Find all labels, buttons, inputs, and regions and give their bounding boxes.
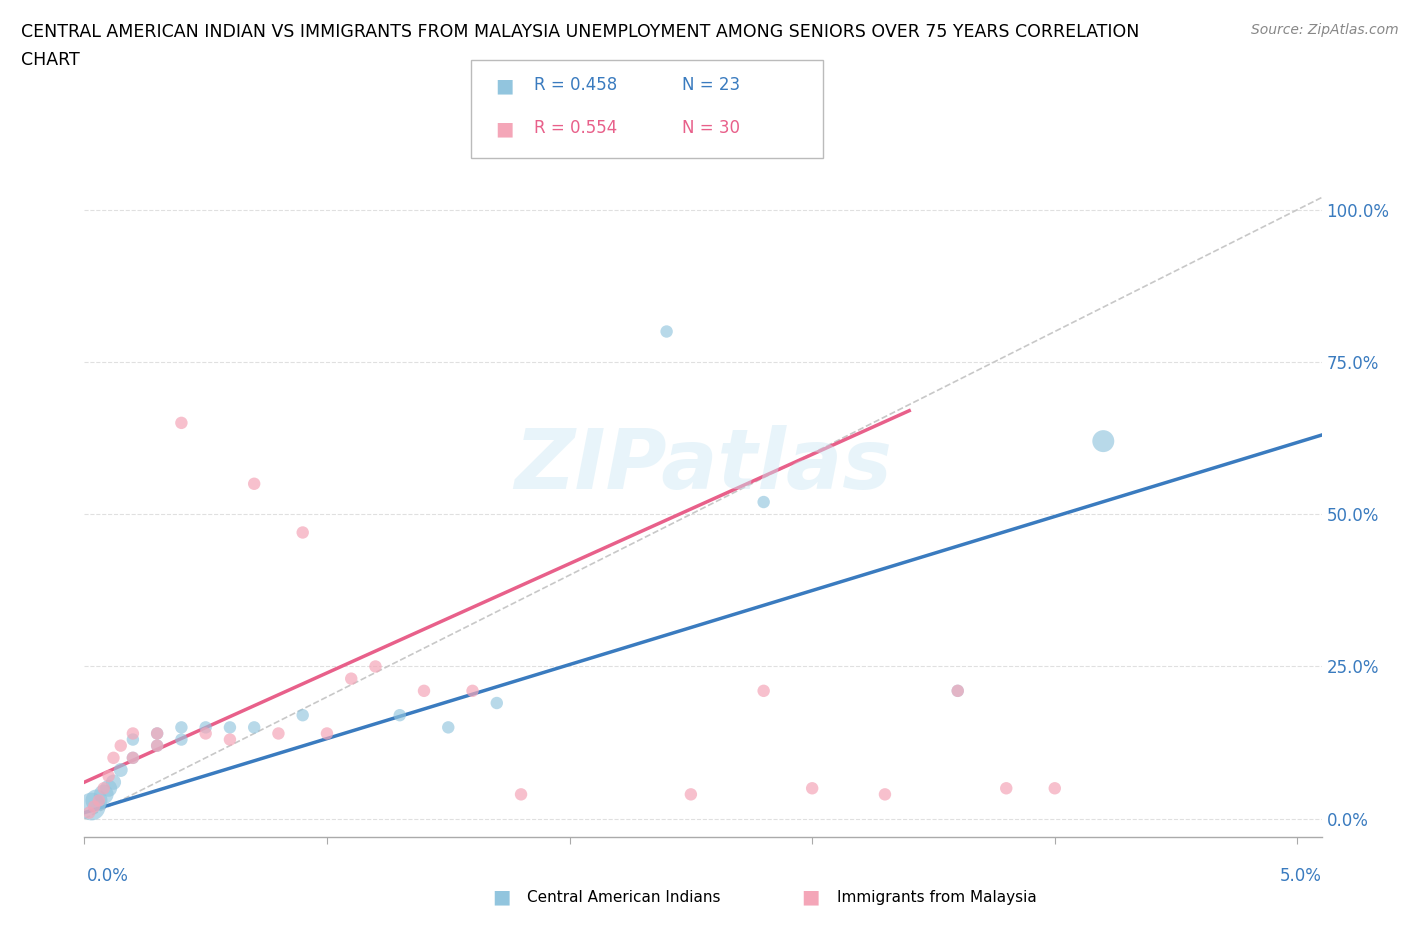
Text: Central American Indians: Central American Indians (527, 890, 721, 905)
Point (110, 763, 132, 777)
Text: R = 0.458: R = 0.458 (534, 76, 617, 94)
Text: CHART: CHART (21, 51, 80, 69)
Point (97, 781, 120, 796)
Point (655, 324, 678, 339)
Point (93, 781, 115, 796)
Point (146, 738, 169, 753)
Point (170, 732, 193, 747)
Point (110, 738, 132, 753)
Point (510, 787, 533, 802)
Point (170, 416, 193, 431)
Point (87, 793, 110, 808)
Text: ■: ■ (495, 119, 513, 138)
Text: Immigrants from Malaysia: Immigrants from Malaysia (837, 890, 1036, 905)
Point (1043, 781, 1066, 796)
Text: 0.0%: 0.0% (87, 867, 129, 884)
Point (437, 720, 460, 735)
Point (679, 787, 702, 802)
Point (243, 476, 266, 491)
Point (219, 732, 242, 747)
Point (86, 793, 108, 808)
Point (93, 787, 115, 802)
Point (340, 671, 363, 686)
Point (80, 799, 103, 814)
Point (170, 720, 193, 735)
Point (122, 751, 145, 765)
Point (461, 684, 484, 698)
Point (752, 684, 775, 698)
Point (243, 720, 266, 735)
Point (291, 525, 314, 540)
Text: ZIPatlas: ZIPatlas (515, 424, 891, 506)
Point (946, 684, 969, 698)
Point (146, 726, 169, 741)
Point (995, 781, 1018, 796)
Point (388, 708, 411, 723)
Text: Source: ZipAtlas.com: Source: ZipAtlas.com (1251, 23, 1399, 37)
Point (146, 738, 169, 753)
Text: N = 23: N = 23 (682, 76, 740, 94)
Point (122, 726, 145, 741)
Point (1092, 433, 1115, 448)
Point (291, 708, 314, 723)
Text: CENTRAL AMERICAN INDIAN VS IMMIGRANTS FROM MALAYSIA UNEMPLOYMENT AMONG SENIORS O: CENTRAL AMERICAN INDIAN VS IMMIGRANTS FR… (21, 23, 1139, 41)
Point (103, 775, 125, 790)
Point (122, 732, 145, 747)
Point (77, 805, 100, 820)
Point (267, 726, 290, 741)
Point (873, 787, 896, 802)
Text: 5.0%: 5.0% (1279, 867, 1322, 884)
Point (219, 720, 242, 735)
Text: ■: ■ (492, 888, 510, 907)
Point (122, 751, 145, 765)
Point (194, 726, 217, 741)
Point (103, 751, 125, 765)
Point (413, 684, 436, 698)
Point (97, 769, 120, 784)
Text: N = 30: N = 30 (682, 119, 740, 137)
Point (83, 799, 105, 814)
Point (752, 495, 775, 510)
Point (801, 781, 824, 796)
Point (316, 726, 339, 741)
Point (946, 684, 969, 698)
Text: R = 0.554: R = 0.554 (534, 119, 617, 137)
Text: ■: ■ (801, 888, 820, 907)
Point (364, 659, 387, 674)
Point (485, 696, 508, 711)
Point (194, 720, 217, 735)
Point (146, 726, 169, 741)
Text: ■: ■ (495, 76, 513, 95)
